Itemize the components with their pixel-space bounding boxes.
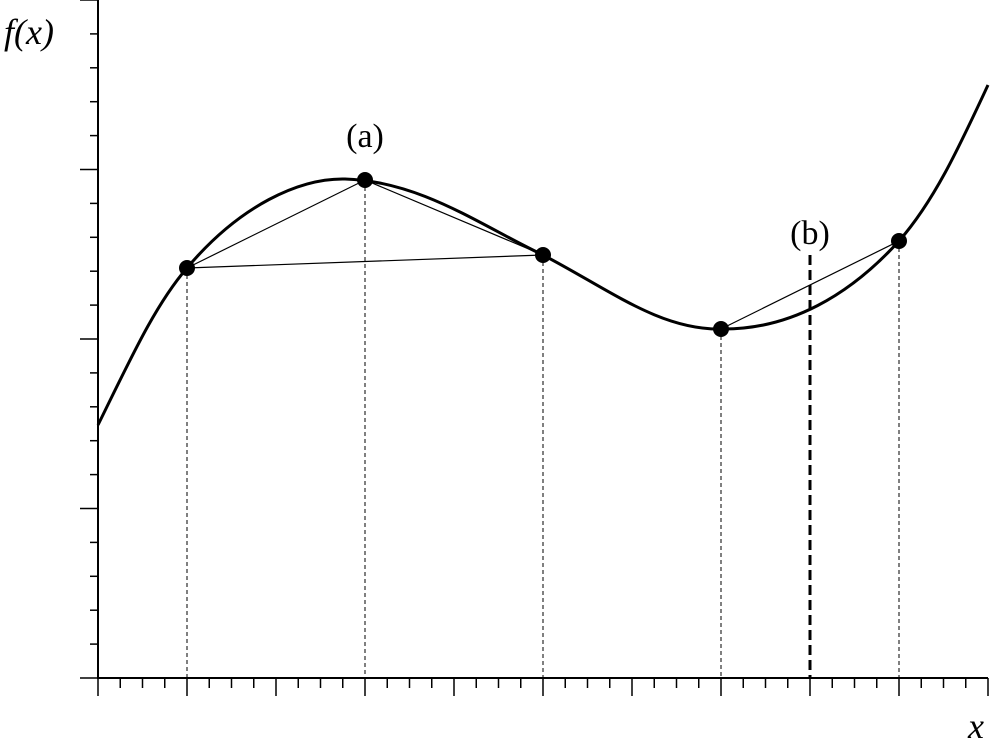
chord	[186, 254, 544, 269]
chord	[186, 179, 366, 269]
y-axis-label: f(x)	[4, 12, 54, 52]
chords	[186, 179, 900, 330]
point	[357, 172, 373, 188]
point	[713, 321, 729, 337]
drop-lines	[186, 180, 900, 678]
annotation: (b)	[790, 215, 830, 252]
x-axis-label: x	[967, 706, 984, 744]
point	[891, 233, 907, 249]
axis-ticks	[80, 0, 989, 696]
chord	[364, 179, 544, 256]
point	[535, 247, 551, 263]
points	[179, 172, 907, 337]
chord	[720, 240, 900, 330]
point	[179, 260, 195, 276]
annotation: (a)	[346, 118, 384, 155]
